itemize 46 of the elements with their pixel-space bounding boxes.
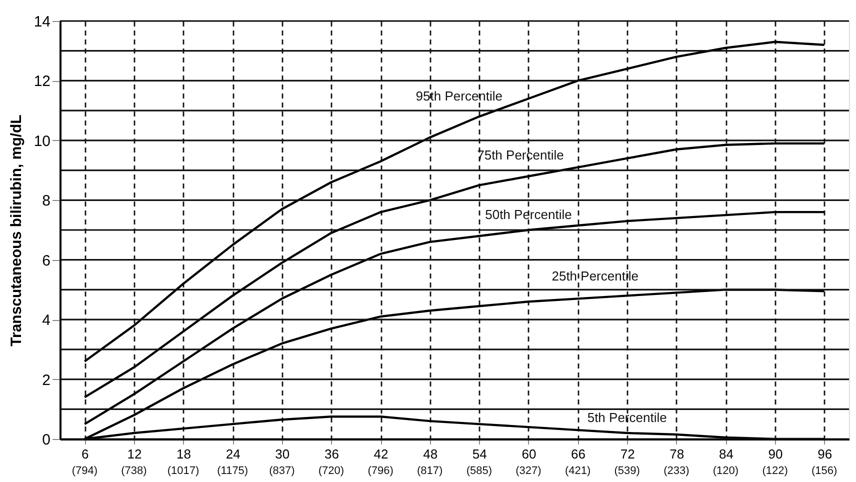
text: (738)	[121, 465, 147, 477]
y-axis-title: Transcutaneous bilirubin, mg/dL	[8, 114, 25, 346]
series-label: 95th Percentile	[416, 88, 503, 104]
series-label: 75th Percentile	[477, 147, 564, 162]
x-tick-label: 36	[324, 446, 339, 462]
text: (421)	[564, 465, 591, 477]
text: (233)	[664, 465, 690, 477]
series-label: 5th Percentile	[587, 410, 667, 426]
x-tick-label: 72	[620, 446, 635, 462]
y-tick-label: 10	[34, 132, 50, 150]
x-tick-label: 48	[423, 446, 438, 462]
x-tick-label: 84	[718, 446, 734, 462]
x-tick-label: 6	[82, 446, 89, 462]
text: (539)	[614, 465, 640, 477]
text: (1017)	[167, 465, 200, 477]
text: (156)	[812, 465, 838, 477]
y-tick-label: 8	[42, 192, 50, 210]
text: (1175)	[217, 465, 248, 477]
x-tick-label: 30	[275, 446, 290, 462]
text: (794)	[72, 465, 98, 477]
y-tick-label: 4	[42, 312, 50, 330]
x-tick-label: 12	[127, 446, 142, 462]
y-tick-label: 2	[42, 372, 50, 389]
x-tick-label: 78	[670, 446, 684, 462]
y-tick-label: 12	[34, 73, 50, 90]
text: (817)	[417, 465, 443, 477]
x-tick-label: 24	[226, 446, 240, 462]
y-tick-label: 0	[42, 432, 50, 448]
y-tick-label: 14	[34, 14, 50, 30]
x-tick-label: 54	[472, 446, 487, 462]
x-tick-label: 96	[818, 446, 832, 462]
text: (796)	[368, 465, 394, 477]
text: (585)	[466, 465, 492, 477]
text: (120)	[712, 465, 739, 477]
text: (122)	[762, 465, 788, 477]
text: (327)	[516, 465, 542, 477]
x-tick-label: 66	[571, 446, 586, 462]
x-tick-label: 90	[768, 446, 783, 462]
x-tick-label: 18	[176, 446, 192, 462]
series-label: 25th Percentile	[552, 268, 638, 284]
y-tick-label: 6	[42, 252, 50, 270]
x-tick-label: 60	[522, 446, 536, 462]
text: (720)	[318, 465, 344, 477]
x-tick-label: 42	[374, 446, 388, 462]
text: (837)	[269, 465, 295, 477]
series-label: 50th Percentile	[485, 207, 572, 222]
